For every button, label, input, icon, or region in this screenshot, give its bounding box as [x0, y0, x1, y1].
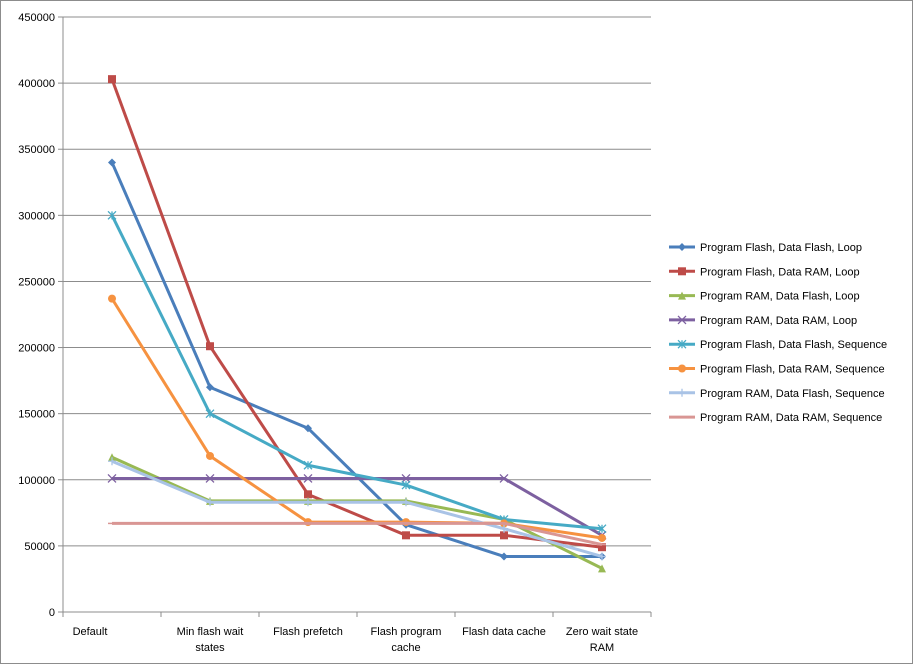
data-point: [107, 473, 117, 483]
y-tick-label: 150000: [18, 409, 55, 421]
data-point: [597, 524, 607, 534]
series-line: [111, 459, 603, 558]
data-point: [500, 552, 508, 561]
legend-marker: [677, 339, 687, 349]
legend-label: Program Flash, Data Flash, Loop: [700, 242, 862, 254]
series-line: [112, 476, 603, 537]
y-tick-label: 350000: [18, 144, 55, 156]
legend-label: Program Flash, Data Flash, Sequence: [700, 339, 887, 351]
x-tick-label: Flash prefetch: [273, 626, 343, 638]
legend-label: Program RAM, Data RAM, Sequence: [700, 412, 882, 424]
legend-item: Program Flash, Data Flash, Loop: [669, 242, 862, 254]
data-point: [598, 564, 606, 573]
y-tick-label: 250000: [18, 276, 55, 288]
data-point: [303, 473, 313, 483]
data-point: [108, 75, 116, 84]
legend-label: Program Flash, Data RAM, Sequence: [700, 364, 885, 376]
data-point: [401, 480, 411, 490]
series-8: [108, 521, 606, 547]
data-point: [206, 342, 214, 351]
legend-label: Program RAM, Data RAM, Loop: [700, 315, 857, 327]
y-tick-label: 300000: [18, 210, 55, 222]
data-point: [108, 158, 116, 167]
series-7: [108, 457, 606, 561]
data-point: [304, 490, 312, 499]
series-5: [107, 210, 607, 534]
legend-marker: [677, 315, 687, 325]
data-point: [402, 498, 410, 507]
series-line: [110, 78, 603, 549]
legend-marker: [678, 243, 686, 251]
data-point: [402, 531, 410, 540]
data-point: [499, 473, 509, 483]
legend-item: Program RAM, Data Flash, Loop: [669, 291, 860, 303]
legend-label: Program Flash, Data RAM, Loop: [700, 266, 860, 278]
y-tick-label: 0: [49, 607, 55, 619]
x-tick-label: Flash program cache: [371, 626, 442, 654]
legend-marker: [678, 291, 686, 300]
data-point: [304, 424, 312, 433]
series-6: [108, 294, 606, 542]
data-point: [401, 473, 411, 483]
legend-marker: [678, 388, 686, 397]
y-tick-label: 200000: [18, 343, 55, 355]
data-point: [206, 383, 214, 392]
x-tick-label: Default: [73, 626, 108, 638]
data-point: [500, 524, 508, 533]
data-point: [598, 543, 606, 552]
legend-marker: [678, 267, 686, 276]
legend: Program Flash, Data Flash, Loop Program F…: [669, 242, 887, 424]
data-point: [598, 533, 606, 542]
data-point: [108, 457, 116, 466]
data-point: [205, 409, 215, 419]
series-2: [108, 75, 606, 552]
data-point: [598, 552, 606, 561]
x-tick-label: Min flash wait states: [177, 626, 244, 654]
series-3: [108, 453, 606, 573]
y-tick-label: 100000: [18, 475, 55, 487]
data-point: [205, 473, 215, 483]
data-point: [206, 498, 214, 507]
data-point: [500, 531, 508, 540]
data-point: [108, 294, 116, 303]
legend-item: Program Flash, Data RAM, Sequence: [669, 364, 885, 376]
y-tick-label: 450000: [18, 12, 55, 24]
legend-label: Program RAM, Data Flash, Sequence: [700, 388, 885, 400]
legend-label: Program RAM, Data Flash, Loop: [700, 291, 860, 303]
y-tick-label: 50000: [24, 541, 55, 553]
legend-item: Program RAM, Data RAM, Sequence: [669, 412, 882, 424]
data-point: [303, 460, 313, 470]
data-point: [107, 210, 117, 220]
data-point: [304, 498, 312, 507]
y-tick-label: 400000: [18, 78, 55, 90]
series-line: [112, 521, 603, 547]
series-line: [110, 214, 603, 531]
legend-marker: [678, 364, 686, 373]
legend-item: Program Flash, Data RAM, Loop: [669, 266, 860, 278]
legend-item: Program RAM, Data Flash, Sequence: [669, 388, 885, 400]
series-line: [110, 161, 602, 558]
x-tick-label: Flash data cache: [462, 626, 546, 638]
legend-item: Program Flash, Data Flash, Sequence: [669, 339, 887, 351]
data-point: [206, 451, 214, 460]
legend-item: Program RAM, Data RAM, Loop: [669, 315, 857, 327]
x-tick-label: Zero wait state RAM: [566, 626, 638, 654]
